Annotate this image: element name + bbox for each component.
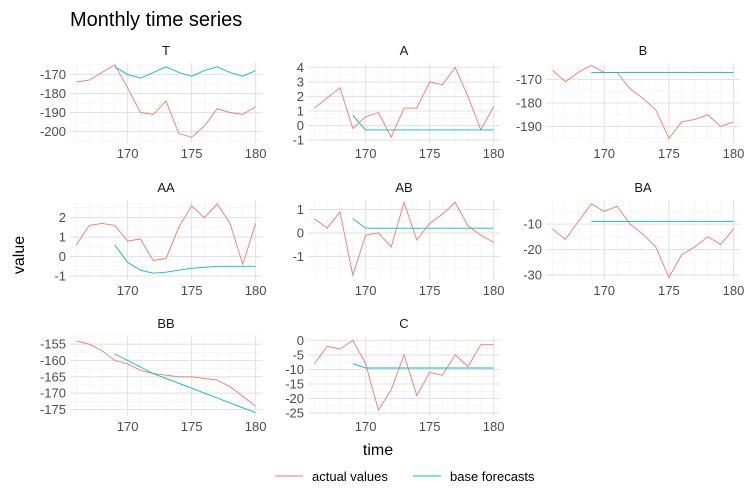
x-tick-label: 180 <box>723 146 745 161</box>
y-tick-label: -160 <box>40 353 66 368</box>
y-tick-label: -170 <box>40 386 66 401</box>
x-tick-label: 175 <box>419 146 441 161</box>
y-tick-label: -5 <box>292 347 304 362</box>
y-tick-label: -165 <box>40 369 66 384</box>
base-forecasts-line <box>352 115 494 131</box>
y-axis-title: value <box>11 236 28 274</box>
y-tick-label: 0 <box>297 333 304 348</box>
x-tick-label: 175 <box>419 419 441 434</box>
y-tick-label: -170 <box>516 72 542 87</box>
x-tick-label: 180 <box>723 283 745 298</box>
panel-t: T 170 175 180 -170 -180 -190 -200 <box>40 43 266 161</box>
y-tick-label: -20 <box>523 242 542 257</box>
actual-values-line <box>552 203 734 279</box>
chart-title: Monthly time series <box>70 9 242 31</box>
actual-values-line <box>76 340 256 407</box>
y-tick-label: -15 <box>285 377 304 392</box>
x-tick-label: 180 <box>483 283 505 298</box>
y-tick-label: 1 <box>297 202 304 217</box>
x-tick-label: 170 <box>593 283 615 298</box>
panel-aa: AA 170 175 180 2 1 0 -1 <box>54 180 266 298</box>
x-tick-label: 175 <box>658 146 680 161</box>
y-tick-label: 0 <box>297 225 304 240</box>
panel-title: AB <box>395 180 412 195</box>
panel-ab: AB 170 175 180 1 0 -1 <box>292 180 504 298</box>
x-tick-label: 180 <box>245 146 267 161</box>
x-tick-label: 170 <box>117 283 139 298</box>
x-tick-label: 175 <box>658 283 680 298</box>
y-tick-label: 1 <box>59 230 66 245</box>
base-forecasts-line <box>114 66 256 79</box>
x-tick-label: 170 <box>355 283 377 298</box>
y-tick-label: -1 <box>292 133 304 148</box>
panel-title: AA <box>157 180 175 195</box>
x-tick-label: 170 <box>117 419 139 434</box>
actual-values-line <box>76 203 257 266</box>
actual-values-line <box>76 64 256 138</box>
x-tick-label: 175 <box>181 283 203 298</box>
y-tick-label: -25 <box>285 406 304 421</box>
base-forecasts-line <box>352 218 494 229</box>
panel-title: B <box>639 43 648 58</box>
y-tick-label: 1 <box>297 104 304 119</box>
panel-bb: BB 170 175 180 -155-160-165 -170-175 <box>40 316 266 434</box>
y-tick-label: -175 <box>40 402 66 417</box>
y-tick-label: 3 <box>297 74 304 89</box>
y-tick-label: -155 <box>40 337 66 352</box>
x-tick-label: 170 <box>355 419 377 434</box>
x-tick-label: 170 <box>593 146 615 161</box>
actual-values-line <box>314 339 494 412</box>
panel-title: A <box>400 43 409 58</box>
y-tick-label: -20 <box>285 391 304 406</box>
y-tick-label: -1 <box>292 249 304 264</box>
panel-title: BB <box>157 316 174 331</box>
panel-c: C 170 175 180 0-5-10-15-20-25 <box>285 316 504 434</box>
y-tick-label: 0 <box>297 118 304 133</box>
y-tick-label: 2 <box>297 89 304 104</box>
base-forecasts-line <box>114 244 256 274</box>
actual-values-line <box>314 200 494 278</box>
y-tick-label: -10 <box>285 362 304 377</box>
y-tick-label: 0 <box>59 249 66 264</box>
legend-label: base forecasts <box>450 469 535 484</box>
x-tick-label: 175 <box>181 146 203 161</box>
legend-label: actual values <box>312 469 388 484</box>
y-tick-label: -170 <box>40 67 66 82</box>
x-tick-label: 175 <box>419 283 441 298</box>
x-tick-label: 180 <box>483 419 505 434</box>
x-axis-title: time <box>363 442 393 459</box>
legend: actual values base forecasts <box>275 469 535 484</box>
base-forecasts-line <box>352 363 494 369</box>
x-tick-label: 180 <box>483 146 505 161</box>
y-tick-label: 2 <box>59 210 66 225</box>
x-tick-label: 170 <box>355 146 377 161</box>
y-tick-label: -190 <box>40 105 66 120</box>
actual-values-line <box>552 64 734 140</box>
y-tick-label: -200 <box>40 124 66 139</box>
panel-title: T <box>162 43 170 58</box>
y-tick-label: -1 <box>54 269 66 284</box>
y-tick-label: -30 <box>523 267 542 282</box>
y-tick-label: 4 <box>297 60 304 75</box>
panel-title: BA <box>634 180 652 195</box>
x-tick-label: 170 <box>117 146 139 161</box>
y-tick-label: -180 <box>40 86 66 101</box>
y-tick-label: -10 <box>523 217 542 232</box>
y-tick-label: -190 <box>516 119 542 134</box>
panel-ba: BA 170 175 180 -10 -20 -30 <box>523 180 744 298</box>
base-forecasts-line <box>114 353 256 414</box>
panel-title: C <box>399 316 408 331</box>
x-tick-label: 180 <box>245 283 267 298</box>
actual-values-line <box>314 66 494 139</box>
x-tick-label: 180 <box>245 419 267 434</box>
panel-b: B 170 175 180 -170 -180 -190 <box>516 43 744 161</box>
y-tick-label: -180 <box>516 96 542 111</box>
x-tick-label: 175 <box>181 419 203 434</box>
